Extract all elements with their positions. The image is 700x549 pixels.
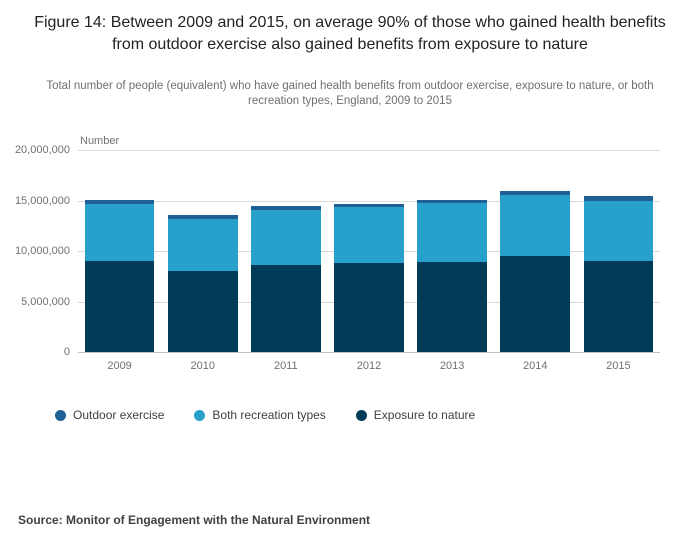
bar-segment-exposure-to-nature[interactable] xyxy=(84,261,155,352)
figure-subtitle: Total number of people (equivalent) who … xyxy=(46,80,654,107)
x-tick-label: 2013 xyxy=(439,360,465,372)
bar-2010[interactable] xyxy=(167,214,238,352)
bar-segment-both-recreation-types[interactable] xyxy=(334,206,404,264)
y-gridline xyxy=(78,200,660,202)
bar-segment-both-recreation-types[interactable] xyxy=(167,218,238,272)
bar-2014[interactable] xyxy=(500,191,571,352)
x-tick-label: 2014 xyxy=(523,360,548,372)
bar-segment-exposure-to-nature[interactable] xyxy=(334,263,404,352)
y-tick-label: 0 xyxy=(63,346,70,358)
x-tick-label: 2009 xyxy=(107,360,132,372)
bar-segment-exposure-to-nature[interactable] xyxy=(500,256,571,352)
figure-title: Figure 14: Between 2009 and 2015, on ave… xyxy=(34,14,666,53)
y-tick-label: 10,000,000 xyxy=(14,245,70,257)
bar-2011[interactable] xyxy=(250,206,321,352)
bar-segment-outdoor-exercise[interactable] xyxy=(500,191,571,196)
bar-segment-exposure-to-nature[interactable] xyxy=(250,265,321,352)
x-tick-label: 2012 xyxy=(356,360,382,372)
legend-item-outdoor-exercise[interactable]: Outdoor exercise xyxy=(55,408,164,422)
bar-segment-outdoor-exercise[interactable] xyxy=(84,199,155,204)
x-tick-label: 2010 xyxy=(190,360,215,372)
y-tick-label: 15,000,000 xyxy=(14,194,70,207)
legend-dot xyxy=(355,409,367,421)
bar-segment-both-recreation-types[interactable] xyxy=(417,202,488,263)
bar-segment-outdoor-exercise[interactable] xyxy=(334,203,404,207)
bar-2009[interactable] xyxy=(84,199,155,352)
x-tick-label: 2015 xyxy=(606,360,631,372)
bar-segment-exposure-to-nature[interactable] xyxy=(583,261,654,352)
source-note: Source: Monitor of Engagement with the N… xyxy=(18,513,371,527)
legend-item-both-recreation-types[interactable]: Both recreation types xyxy=(194,408,326,422)
legend-label: Exposure to nature xyxy=(373,408,476,422)
bar-segment-outdoor-exercise[interactable] xyxy=(417,199,488,203)
x-tick-label: 2011 xyxy=(274,360,298,372)
legend-label: Both recreation types xyxy=(212,408,326,422)
bar-segment-both-recreation-types[interactable] xyxy=(250,209,321,266)
y-axis-title: Number xyxy=(80,135,120,147)
plot-area xyxy=(78,150,660,353)
bar-segment-exposure-to-nature[interactable] xyxy=(417,262,488,352)
x-axis-line xyxy=(78,352,660,353)
bar-2015[interactable] xyxy=(583,196,654,352)
legend-dot xyxy=(194,409,206,421)
bar-2012[interactable] xyxy=(334,203,404,352)
y-gridline xyxy=(78,150,660,151)
y-tick-label: 5,000,000 xyxy=(21,295,70,308)
y-axis: 0 5,000,000 10,000,000 15,000,000 20,000,000 xyxy=(0,144,70,358)
x-axis: 2009 2010 2011 2012 2013 2014 2015 xyxy=(78,360,660,374)
bar-segment-exposure-to-nature[interactable] xyxy=(167,271,238,352)
bar-segment-both-recreation-types[interactable] xyxy=(500,195,571,257)
y-tick-label: 20,000,000 xyxy=(14,144,70,156)
bar-segment-outdoor-exercise[interactable] xyxy=(583,196,654,201)
legend-dot xyxy=(55,409,66,421)
legend: Outdoor exercise Both recreation types Exp… xyxy=(55,408,475,422)
bar-segment-outdoor-exercise[interactable] xyxy=(167,214,238,219)
legend-item-exposure-to-nature[interactable]: Exposure to nature xyxy=(355,408,476,422)
legend-label: Outdoor exercise xyxy=(73,408,165,422)
bar-segment-both-recreation-types[interactable] xyxy=(583,200,654,262)
bar-segment-outdoor-exercise[interactable] xyxy=(250,206,321,210)
bar-2013[interactable] xyxy=(417,199,488,352)
bar-segment-both-recreation-types[interactable] xyxy=(84,203,155,262)
